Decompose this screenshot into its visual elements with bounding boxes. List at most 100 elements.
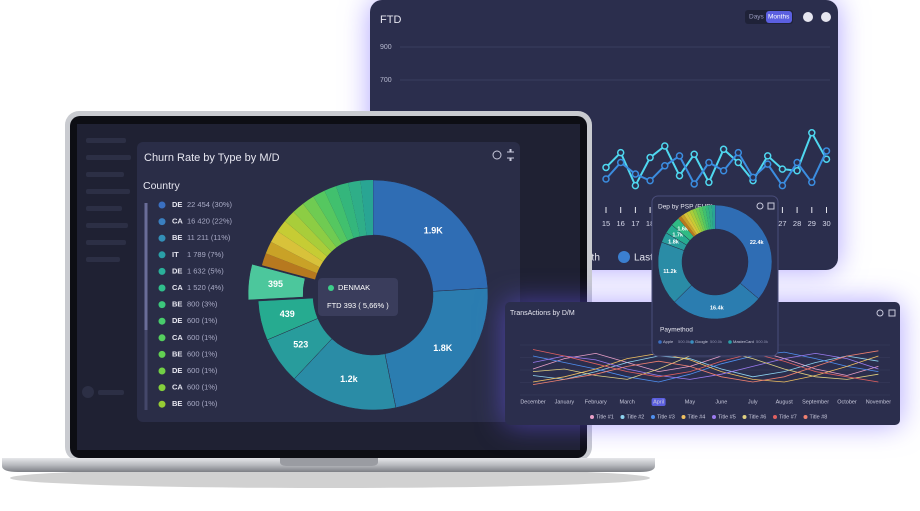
expand-icon[interactable] [888, 309, 896, 317]
transaction-line [532, 352, 879, 380]
x-tick-label: September [802, 399, 829, 405]
segment-label: 395 [268, 279, 283, 289]
x-tick-label: July [748, 399, 758, 405]
row-dot [158, 251, 166, 259]
donut-segment[interactable] [257, 297, 319, 341]
settings-icon[interactable] [803, 12, 813, 22]
legend-label: Title #8 [810, 414, 828, 420]
segment-label: 1.8K [433, 343, 453, 353]
active-month [651, 398, 666, 406]
donut-segment[interactable] [384, 287, 489, 408]
row-dot [158, 400, 166, 408]
segment-label: 1.8k [668, 240, 680, 246]
row-value: 22 454 (30%) [187, 200, 233, 209]
legend-swatch [618, 251, 630, 263]
legend-swatch [712, 415, 716, 419]
minor-segment [678, 216, 696, 237]
ftd-point [793, 158, 801, 167]
minor-segment [692, 208, 704, 232]
minor-segment [336, 182, 361, 239]
minor-segment [708, 205, 714, 230]
ftd-point [616, 148, 625, 157]
info-icon[interactable] [492, 150, 502, 160]
x-tick-label: 17 [631, 219, 639, 228]
x-tick-label: 18 [646, 219, 654, 228]
legend-value: 500.0k [710, 339, 722, 344]
legend-title: Paymethod [660, 327, 693, 334]
row-code: DE [172, 316, 182, 325]
ftd-point [763, 160, 772, 168]
minor-segment [265, 241, 320, 274]
sidebar [82, 138, 131, 398]
row-code: DE [172, 200, 182, 209]
row-dot [158, 384, 166, 392]
legend-label: Title #7 [779, 414, 797, 420]
donut-segment[interactable] [671, 217, 695, 241]
laptop: Churn Rate by Type by M/D Country DE 22 454… [2, 111, 655, 488]
toggle-active [766, 11, 792, 23]
row-code: DE [172, 366, 182, 375]
row-code: BE [172, 300, 182, 309]
card-title: TransActions by D/M [510, 310, 575, 317]
donut-segment[interactable] [714, 204, 773, 300]
x-tick-label: 15 [602, 219, 610, 228]
churn-card: Churn Rate by Type by M/D Country DE 22 454… [137, 142, 520, 422]
ftd-point [705, 178, 713, 187]
row-dot [158, 367, 166, 375]
legend-value: 500.0k [756, 339, 768, 344]
x-tick-label: 28 [793, 219, 801, 228]
minor-segment [348, 180, 367, 237]
minor-segment [705, 205, 712, 230]
minor-segment [711, 205, 715, 230]
minor-segment [313, 190, 348, 244]
row-value: 1 632 (5%) [187, 266, 224, 275]
toggle-option: Months [768, 14, 790, 21]
expand-icon[interactable] [507, 149, 514, 161]
row-dot [158, 334, 166, 342]
ftd-point [822, 147, 831, 155]
row-dot [158, 267, 166, 275]
donut-segment[interactable] [247, 263, 306, 301]
ftd-point [661, 162, 669, 170]
x-tick-label: April [653, 399, 664, 405]
menu-icon[interactable] [821, 12, 831, 22]
ftd-point [646, 153, 654, 162]
segment-label: 1.2k [340, 374, 359, 384]
y-tick-label: 900 [380, 44, 392, 51]
info-icon[interactable] [876, 309, 884, 317]
legend-swatch [803, 415, 808, 419]
ftd-point [763, 152, 772, 160]
row-code: CA [172, 283, 183, 292]
row-code: CA [172, 383, 183, 392]
minor-segment [302, 196, 342, 248]
ftd-point [675, 171, 684, 180]
donut-segment[interactable] [372, 179, 489, 292]
ftd-point [719, 145, 728, 154]
segment-label: 523 [293, 340, 308, 350]
tooltip-text: FTD 393 ( 5,66% ) [327, 301, 389, 310]
transaction-line [532, 355, 879, 380]
toggle-option: Days [749, 14, 765, 21]
expand-icon[interactable] [767, 202, 775, 210]
legend-swatch [742, 415, 747, 419]
row-value: 1 520 (4%) [187, 283, 224, 292]
row-dot [158, 350, 166, 358]
row-dot [158, 218, 166, 226]
ftd-point [631, 170, 640, 178]
tooltip-name: DENMAK [338, 283, 370, 292]
row-value: 11 211 (11%) [187, 233, 231, 242]
ftd-point [705, 158, 713, 167]
card-bg [505, 302, 900, 425]
minor-segment [689, 209, 702, 233]
legend-swatch [690, 340, 694, 344]
ftd-point [690, 150, 698, 158]
legend-name: Google [695, 339, 709, 344]
ftd-point [616, 158, 625, 167]
legend-label: nth [586, 253, 600, 264]
info-icon[interactable] [756, 202, 764, 210]
section-heading: Country [143, 180, 181, 192]
transaction-line [532, 352, 879, 383]
row-dot [158, 301, 166, 309]
row-code: BE [172, 233, 182, 242]
x-tick-label: 27 [778, 219, 786, 228]
